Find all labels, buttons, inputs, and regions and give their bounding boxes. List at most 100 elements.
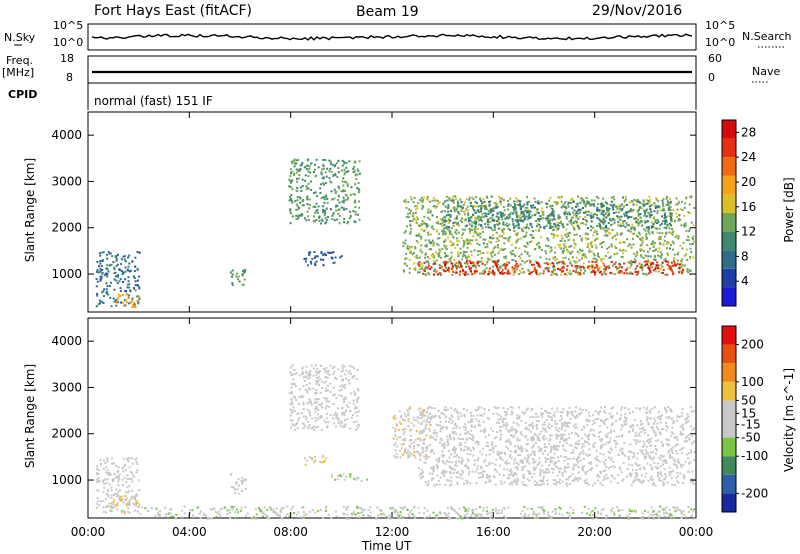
echo-cell <box>600 212 603 215</box>
echo-cell <box>456 265 459 268</box>
echo-cell <box>110 263 113 266</box>
echo-cell <box>425 223 428 225</box>
echo-cell <box>602 262 605 265</box>
echo-cell <box>548 219 551 222</box>
echo-cell <box>493 228 496 231</box>
echo-cell <box>471 418 474 421</box>
echo-cell <box>505 410 508 413</box>
echo-cell <box>435 230 438 233</box>
echo-cell <box>517 199 520 202</box>
echo-cell <box>531 226 534 229</box>
echo-cell <box>241 272 244 275</box>
echo-cell <box>468 223 471 226</box>
echo-cell <box>350 372 352 375</box>
echo-cell <box>511 266 514 269</box>
echo-cell <box>565 217 568 220</box>
echo-cell <box>414 266 417 269</box>
echo-cell <box>336 478 339 481</box>
echo-cell <box>104 461 107 464</box>
echo-cell <box>495 264 498 267</box>
echo-cell <box>637 478 640 481</box>
echo-cell <box>313 256 316 259</box>
echo-cell <box>134 284 137 287</box>
echo-cell <box>518 415 521 418</box>
echo-cell <box>559 467 562 470</box>
echo-cell <box>541 207 544 210</box>
echo-cell <box>631 201 634 204</box>
echo-cell <box>480 406 483 409</box>
echo-cell <box>291 403 294 406</box>
echo-cell <box>117 297 120 300</box>
echo-cell <box>405 206 408 209</box>
echo-cell <box>461 233 464 236</box>
echo-cell <box>686 268 689 270</box>
echo-cell <box>557 227 560 230</box>
echo-cell <box>329 390 332 393</box>
echo-cell <box>509 204 512 207</box>
echo-cell <box>505 237 508 240</box>
echo-cell <box>588 448 591 451</box>
echo-cell <box>340 375 342 378</box>
echo-cell <box>448 258 451 261</box>
echo-cell <box>237 484 240 487</box>
echo-cell <box>635 434 638 437</box>
echo-cell <box>456 243 459 246</box>
echo-cell <box>595 259 598 262</box>
echo-cell <box>660 271 663 274</box>
echo-cell <box>332 386 335 389</box>
echo-cell <box>595 246 598 249</box>
echo-cell <box>661 414 664 417</box>
echo-cell <box>509 236 512 239</box>
echo-cell <box>444 252 447 255</box>
echo-cell <box>512 206 515 209</box>
echo-cell <box>597 203 600 206</box>
echo-cell <box>353 220 356 223</box>
echo-cell <box>640 264 643 267</box>
echo-cell <box>433 466 436 469</box>
echo-cell <box>291 409 294 412</box>
echo-cell <box>498 249 501 252</box>
echo-cell <box>320 218 323 221</box>
echo-cell <box>511 249 514 252</box>
echo-cell <box>424 461 427 464</box>
echo-cell <box>435 270 438 273</box>
echo-cell <box>115 304 118 307</box>
echo-cell <box>523 261 526 264</box>
echo-cell <box>507 270 510 273</box>
echo-cell <box>123 476 126 479</box>
echo-cell <box>626 211 629 214</box>
echo-cell <box>638 468 641 471</box>
echo-cell <box>344 199 347 202</box>
echo-cell <box>408 451 411 454</box>
echo-cell <box>127 294 130 297</box>
echo-cell <box>443 244 446 247</box>
echo-cell <box>501 425 504 428</box>
echo-cell <box>606 203 609 205</box>
echo-cell <box>113 278 116 281</box>
echo-cell <box>659 235 662 238</box>
echo-cell <box>447 269 450 272</box>
echo-cell <box>432 242 435 245</box>
echo-cell <box>567 201 570 204</box>
echo-cell <box>449 214 452 217</box>
echo-cell <box>576 443 579 446</box>
echo-cell <box>417 408 420 411</box>
echo-cell <box>514 471 516 474</box>
echo-cell <box>414 211 417 214</box>
echo-cell <box>584 223 587 226</box>
echo-cell <box>608 256 611 259</box>
echo-cell <box>627 229 630 232</box>
echo-cell <box>665 429 668 432</box>
echo-cell <box>581 437 584 440</box>
echo-cell <box>481 260 484 263</box>
echo-cell <box>106 457 109 460</box>
echo-cell <box>514 449 517 452</box>
echo-cell <box>450 210 453 213</box>
echo-cell <box>485 444 488 447</box>
echo-cell <box>298 170 301 173</box>
echo-cell <box>602 227 604 230</box>
echo-cell <box>511 269 514 272</box>
echo-cell <box>558 245 561 248</box>
echo-cell <box>457 211 460 214</box>
echo-cell <box>547 458 550 460</box>
